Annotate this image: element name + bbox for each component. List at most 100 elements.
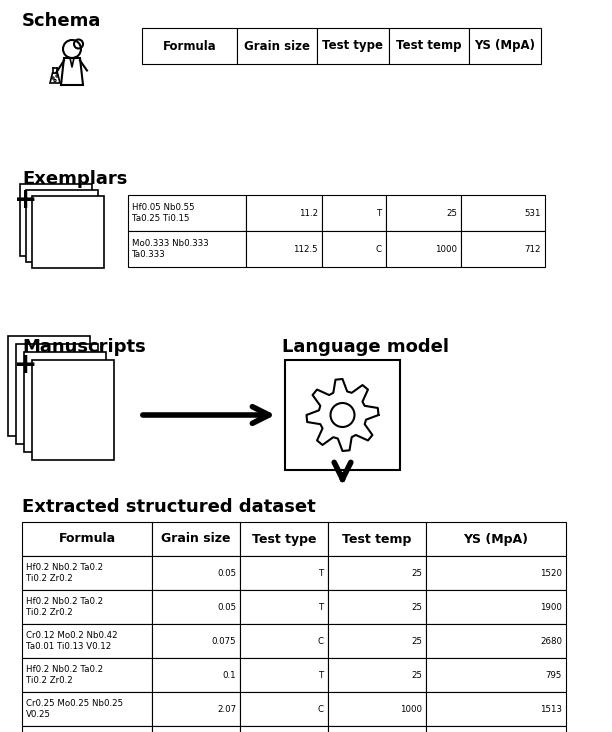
Bar xyxy=(152,692,240,726)
Bar xyxy=(426,522,566,556)
Bar xyxy=(26,190,98,262)
Bar xyxy=(389,28,469,64)
Bar xyxy=(152,590,240,624)
Text: 2680: 2680 xyxy=(540,637,562,646)
Bar xyxy=(32,360,114,460)
Text: YS (MpA): YS (MpA) xyxy=(463,532,529,545)
Bar xyxy=(426,658,566,692)
Text: Hf0.05 Nb0.55
Ta0.25 Ti0.15: Hf0.05 Nb0.55 Ta0.25 Ti0.15 xyxy=(132,203,195,223)
Bar xyxy=(24,352,106,452)
Bar xyxy=(22,522,152,556)
Text: 25: 25 xyxy=(411,569,422,578)
Text: Test temp: Test temp xyxy=(342,532,412,545)
Bar xyxy=(22,658,152,692)
Text: Hf0.2 Nb0.2 Ta0.2
Ti0.2 Zr0.2: Hf0.2 Nb0.2 Ta0.2 Ti0.2 Zr0.2 xyxy=(26,665,103,684)
Text: T: T xyxy=(319,671,324,679)
Text: 25: 25 xyxy=(411,671,422,679)
Bar xyxy=(328,726,426,732)
Bar xyxy=(22,624,152,658)
Text: Formula: Formula xyxy=(58,532,116,545)
Bar xyxy=(386,231,461,267)
Text: Cr0.25 Mo0.25 Nb0.25
V0.25: Cr0.25 Mo0.25 Nb0.25 V0.25 xyxy=(26,699,123,719)
Text: Extracted structured dataset: Extracted structured dataset xyxy=(22,498,316,516)
Bar xyxy=(22,556,152,590)
Text: 0.05: 0.05 xyxy=(217,602,236,611)
Text: Language model: Language model xyxy=(282,338,449,356)
Text: 0.075: 0.075 xyxy=(211,637,236,646)
Bar xyxy=(20,184,92,256)
Text: Schema: Schema xyxy=(22,12,102,30)
Bar xyxy=(322,231,386,267)
Text: 1520: 1520 xyxy=(540,569,562,578)
Text: 1000: 1000 xyxy=(400,704,422,714)
Text: Test type: Test type xyxy=(252,532,316,545)
Text: 795: 795 xyxy=(546,671,562,679)
Bar xyxy=(152,726,240,732)
Text: 531: 531 xyxy=(524,209,541,217)
Text: Manuscripts: Manuscripts xyxy=(22,338,146,356)
Bar xyxy=(328,658,426,692)
Bar xyxy=(426,726,566,732)
Bar xyxy=(386,195,461,231)
Text: Exemplars: Exemplars xyxy=(22,170,127,188)
Text: 0.1: 0.1 xyxy=(222,671,236,679)
Bar xyxy=(142,28,237,64)
Text: 1900: 1900 xyxy=(540,602,562,611)
Text: 712: 712 xyxy=(524,244,541,253)
Bar xyxy=(328,522,426,556)
Bar xyxy=(237,28,317,64)
Bar xyxy=(461,195,545,231)
Text: 2.07: 2.07 xyxy=(217,704,236,714)
Bar xyxy=(328,556,426,590)
Bar xyxy=(328,692,426,726)
Text: 1000: 1000 xyxy=(435,244,457,253)
Text: Formula: Formula xyxy=(163,40,217,53)
Bar xyxy=(128,231,246,267)
Text: Hf0.2 Nb0.2 Ta0.2
Ti0.2 Zr0.2: Hf0.2 Nb0.2 Ta0.2 Ti0.2 Zr0.2 xyxy=(26,597,103,616)
Bar xyxy=(328,590,426,624)
Bar xyxy=(322,195,386,231)
Text: 112.5: 112.5 xyxy=(293,244,318,253)
Text: T: T xyxy=(319,569,324,578)
Text: 0.05: 0.05 xyxy=(217,569,236,578)
Text: Hf0.2 Nb0.2 Ta0.2
Ti0.2 Zr0.2: Hf0.2 Nb0.2 Ta0.2 Ti0.2 Zr0.2 xyxy=(26,564,103,583)
Bar xyxy=(426,624,566,658)
Text: T: T xyxy=(319,602,324,611)
Text: Mo0.333 Nb0.333
Ta0.333: Mo0.333 Nb0.333 Ta0.333 xyxy=(132,239,209,258)
Text: +: + xyxy=(14,186,37,214)
Bar xyxy=(152,556,240,590)
Text: Test type: Test type xyxy=(323,40,384,53)
Bar xyxy=(285,360,400,470)
Text: 11.2: 11.2 xyxy=(299,209,318,217)
Bar xyxy=(32,196,104,268)
Bar xyxy=(240,624,328,658)
Bar xyxy=(246,195,322,231)
Text: 1513: 1513 xyxy=(540,704,562,714)
Text: C: C xyxy=(376,244,382,253)
Text: Test temp: Test temp xyxy=(396,40,461,53)
Bar xyxy=(16,344,98,444)
Text: YS (MpA): YS (MpA) xyxy=(474,40,536,53)
Text: 25: 25 xyxy=(411,637,422,646)
Text: C: C xyxy=(318,637,324,646)
Bar xyxy=(461,231,545,267)
Bar xyxy=(426,590,566,624)
Bar xyxy=(426,556,566,590)
Bar xyxy=(22,692,152,726)
Text: 25: 25 xyxy=(446,209,457,217)
Text: 25: 25 xyxy=(411,602,422,611)
Text: C: C xyxy=(318,704,324,714)
Bar xyxy=(128,195,246,231)
Text: Grain size: Grain size xyxy=(161,532,231,545)
Bar xyxy=(22,726,152,732)
Bar xyxy=(240,590,328,624)
Bar xyxy=(240,522,328,556)
Bar xyxy=(152,522,240,556)
Text: Cr0.12 Mo0.2 Nb0.42
Ta0.01 Ti0.13 V0.12: Cr0.12 Mo0.2 Nb0.42 Ta0.01 Ti0.13 V0.12 xyxy=(26,631,118,651)
Bar xyxy=(8,336,90,436)
Bar xyxy=(426,692,566,726)
Bar xyxy=(240,692,328,726)
Bar xyxy=(246,231,322,267)
Bar xyxy=(240,556,328,590)
Text: T: T xyxy=(377,209,382,217)
